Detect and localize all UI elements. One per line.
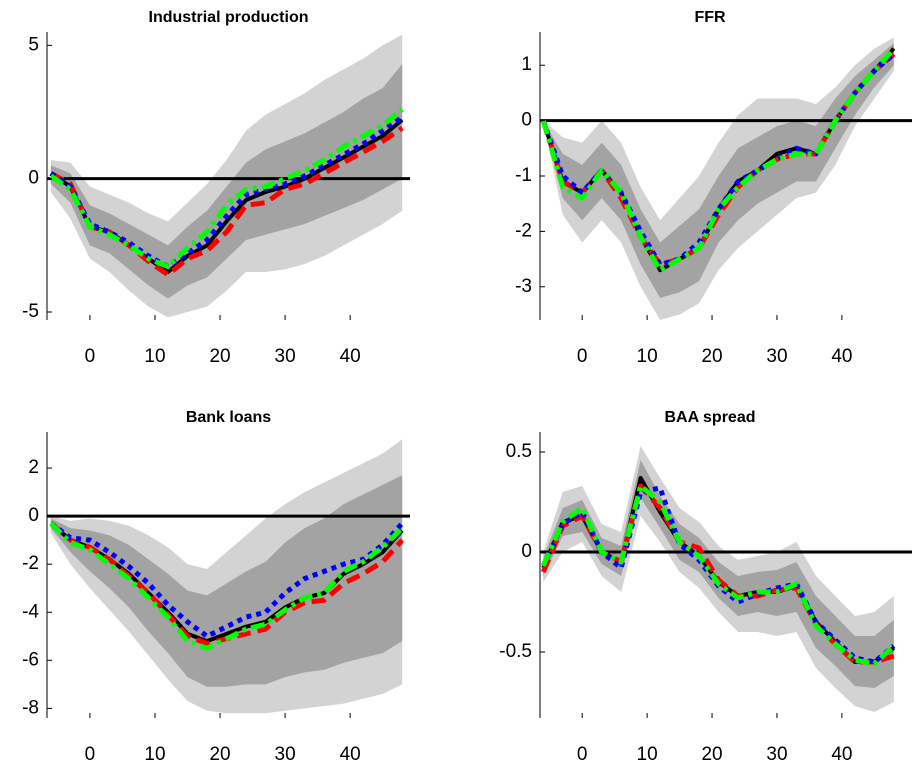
- x-tick-label: 10: [144, 744, 165, 765]
- y-tick-label: -1: [515, 165, 532, 186]
- y-tick-label: -2: [515, 220, 532, 241]
- x-tick-label: 10: [637, 346, 658, 367]
- y-tick-label: 5: [28, 34, 39, 55]
- x-tick-label: 0: [577, 346, 588, 367]
- irf-line: [49, 115, 404, 270]
- y-tick-label: -2: [22, 553, 39, 574]
- y-tick-label: -4: [22, 601, 39, 622]
- chart-title: Bank loans: [186, 409, 271, 426]
- irf-line: [49, 107, 404, 270]
- y-tick-label: 2: [28, 457, 39, 478]
- confidence-band: [50, 64, 403, 299]
- confidence-band: [543, 43, 894, 298]
- y-tick-label: 1: [521, 54, 532, 75]
- y-tick-label: 0: [521, 110, 532, 131]
- irf-line: [49, 521, 404, 651]
- x-tick-label: 40: [340, 346, 361, 367]
- x-tick-label: 20: [701, 744, 722, 765]
- plot-area: [47, 34, 410, 318]
- x-tick-label: 40: [340, 744, 361, 765]
- y-tick-label: 0.5: [506, 441, 532, 462]
- confidence-band: [50, 475, 403, 687]
- x-tick-label: 40: [831, 744, 852, 765]
- x-tick-label: 20: [209, 346, 230, 367]
- x-tick-label: 0: [577, 744, 588, 765]
- plot-area: [540, 446, 912, 712]
- x-tick-label: 30: [275, 346, 296, 367]
- x-tick-label: 30: [766, 744, 787, 765]
- x-tick-label: 20: [209, 744, 230, 765]
- y-tick-label: -6: [22, 649, 39, 670]
- x-tick-label: 0: [85, 346, 96, 367]
- confidence-band: [543, 460, 894, 688]
- x-tick-label: 10: [144, 346, 165, 367]
- x-tick-label: 30: [766, 346, 787, 367]
- x-tick-label: 40: [831, 346, 852, 367]
- y-tick-label: -8: [22, 697, 39, 718]
- y-tick-label: -5: [22, 301, 39, 322]
- y-tick-label: 0: [28, 505, 39, 526]
- y-tick-label: -0.5: [499, 641, 532, 662]
- irf-line: [540, 46, 896, 273]
- y-tick-label: -3: [515, 276, 532, 297]
- x-tick-label: 30: [275, 744, 296, 765]
- plot-area: [47, 439, 410, 714]
- chart-title: FFR: [694, 9, 726, 26]
- x-tick-label: 10: [637, 744, 658, 765]
- y-tick-label: 0: [28, 168, 39, 189]
- irf-line: [540, 483, 896, 667]
- chart-title: BAA spread: [665, 409, 756, 426]
- y-tick-label: 0: [521, 541, 532, 562]
- chart-title: Industrial production: [149, 9, 309, 26]
- irf-line: [49, 521, 405, 639]
- x-tick-label: 0: [85, 744, 96, 765]
- plot-area: [540, 37, 912, 320]
- x-tick-label: 20: [701, 346, 722, 367]
